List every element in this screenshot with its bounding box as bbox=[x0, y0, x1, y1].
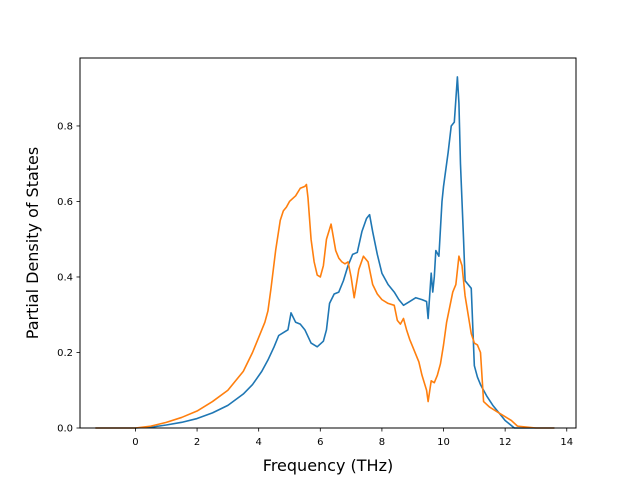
x-axis-label: Frequency (THz) bbox=[263, 456, 393, 475]
x-tick-label: 10 bbox=[437, 437, 450, 448]
plot-frame bbox=[79, 57, 577, 429]
x-tick-label: 0 bbox=[132, 437, 138, 448]
series-line-2 bbox=[95, 183, 555, 429]
x-tick-label: 2 bbox=[194, 437, 200, 448]
y-tick-label: 0.8 bbox=[57, 121, 73, 132]
y-tick-label: 0.2 bbox=[57, 348, 73, 359]
y-tick-label: 0.6 bbox=[57, 197, 73, 208]
series-line-1 bbox=[95, 76, 555, 429]
x-tick-label: 6 bbox=[317, 437, 323, 448]
y-axis-ticks: 0.0 0.2 0.4 0.6 0.8 bbox=[57, 121, 80, 435]
y-tick-label: 0.4 bbox=[57, 272, 73, 283]
y-tick-label: 0.0 bbox=[57, 424, 73, 435]
x-axis-ticks: 0 2 4 6 8 10 12 14 bbox=[132, 428, 573, 448]
x-tick-label: 12 bbox=[499, 437, 512, 448]
y-axis-label: Partial Density of States bbox=[23, 147, 42, 339]
x-tick-label: 14 bbox=[560, 437, 573, 448]
x-tick-label: 4 bbox=[255, 437, 261, 448]
plot-lines bbox=[95, 76, 555, 429]
x-tick-label: 8 bbox=[379, 437, 385, 448]
